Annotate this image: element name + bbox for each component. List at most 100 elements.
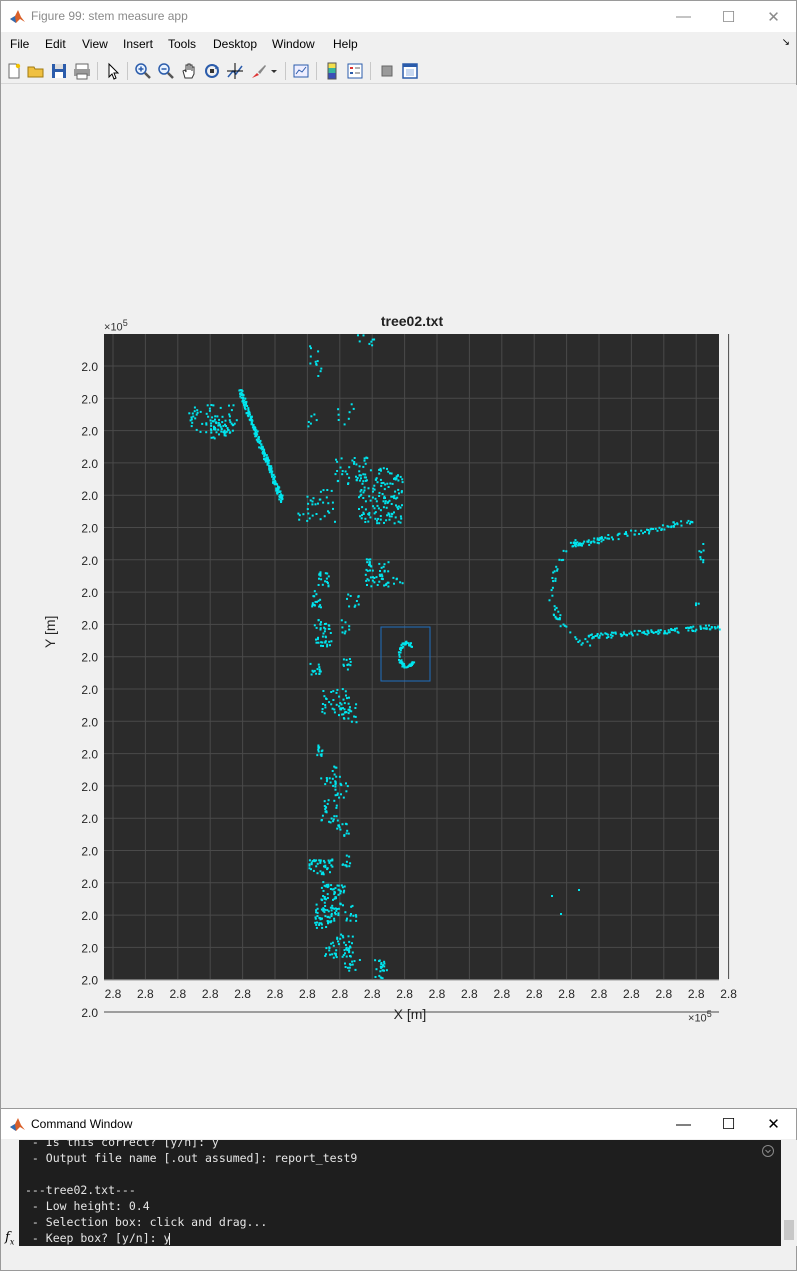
point — [351, 960, 354, 963]
print-icon[interactable] — [72, 61, 92, 81]
point — [254, 435, 257, 438]
close-button[interactable]: ✕ — [767, 8, 780, 26]
point — [556, 569, 559, 572]
point — [560, 913, 562, 915]
point — [558, 618, 561, 621]
link-plot-icon[interactable] — [291, 61, 311, 81]
point — [331, 941, 334, 944]
scatter-plot[interactable]: 2.8 2.8 2.8 2.8 2.8 2.8 2.8 2.8 2.8 2.8 2.8 2.8 2.8 2… — [0, 0, 797, 1108]
menu-file[interactable]: File — [10, 37, 30, 51]
point — [689, 522, 691, 525]
point — [401, 582, 404, 585]
point — [332, 820, 335, 823]
rotate-3d-icon[interactable] — [202, 61, 222, 81]
point — [395, 577, 398, 580]
point — [331, 953, 334, 956]
x-tick-label: 2.8 — [202, 987, 219, 1001]
console-prompt-line[interactable]: - Keep box? [y/n]: y — [25, 1231, 171, 1245]
menu-tools[interactable]: Tools — [168, 37, 197, 51]
command-console[interactable]: - Is this correct? [y/n]: y - Output fil… — [19, 1140, 781, 1246]
fx-icon[interactable]: fx — [5, 1230, 15, 1247]
brush-dropdown-icon[interactable] — [269, 61, 279, 81]
legend-icon[interactable] — [345, 61, 365, 81]
command-scrollbar[interactable] — [781, 1140, 797, 1246]
point — [319, 627, 322, 630]
cmd-minimize-button[interactable]: — — [676, 1115, 691, 1133]
point — [373, 338, 376, 341]
toolbar-separator — [316, 62, 317, 80]
pointer-icon[interactable] — [103, 61, 123, 81]
cmd-maximize-button[interactable]: ☐ — [721, 1116, 736, 1133]
point — [325, 780, 328, 783]
point — [342, 707, 344, 710]
point — [351, 951, 354, 954]
point — [355, 475, 357, 478]
point — [383, 965, 386, 968]
point — [702, 627, 705, 630]
point — [349, 595, 352, 597]
show-plot-tools-icon[interactable] — [400, 61, 420, 81]
point — [375, 477, 378, 480]
y-tick-label: 2.0 — [81, 360, 98, 374]
point — [342, 891, 345, 894]
point — [710, 626, 713, 629]
point — [625, 634, 628, 637]
dock-arrow-icon[interactable]: ↘ — [781, 37, 790, 48]
point — [318, 577, 320, 580]
point — [345, 946, 348, 949]
menu-view[interactable]: View — [82, 37, 108, 51]
point — [372, 505, 375, 508]
point — [389, 472, 391, 475]
open-icon[interactable] — [26, 61, 46, 81]
menu-help[interactable]: Help — [333, 37, 358, 51]
point — [581, 642, 584, 645]
hide-plot-tools-icon[interactable] — [377, 61, 397, 81]
point — [306, 519, 309, 522]
point — [327, 502, 330, 505]
point — [371, 579, 374, 582]
cmd-close-button[interactable]: ✕ — [767, 1116, 780, 1133]
point — [344, 822, 347, 825]
point — [642, 532, 644, 535]
colorbar-icon[interactable] — [322, 61, 342, 81]
point — [372, 490, 374, 493]
point — [320, 750, 323, 753]
point — [606, 537, 609, 540]
point — [208, 407, 211, 410]
point — [691, 629, 694, 632]
point — [650, 630, 653, 633]
selection-box[interactable] — [380, 626, 431, 682]
point — [262, 452, 265, 455]
point — [323, 630, 326, 633]
data-cursor-icon[interactable] — [225, 61, 245, 81]
point — [554, 615, 557, 618]
point — [337, 914, 340, 917]
menu-window[interactable]: Window — [272, 37, 315, 51]
point — [351, 904, 354, 907]
save-icon[interactable] — [49, 61, 69, 81]
point — [276, 492, 279, 495]
menu-desktop[interactable]: Desktop — [213, 37, 258, 51]
new-figure-icon[interactable] — [4, 61, 24, 81]
pan-icon[interactable] — [179, 61, 199, 81]
scrollbar-thumb[interactable] — [784, 1220, 794, 1240]
menu-edit[interactable]: Edit — [45, 37, 66, 51]
point — [380, 577, 383, 580]
point — [205, 422, 208, 425]
brush-icon[interactable] — [249, 61, 269, 81]
point — [358, 470, 361, 473]
point — [599, 537, 602, 540]
scroll-down-circle-icon[interactable] — [761, 1144, 775, 1158]
maximize-button[interactable]: ☐ — [721, 8, 736, 26]
point — [350, 720, 353, 723]
point — [383, 584, 386, 587]
minimize-button[interactable]: — — [676, 8, 691, 25]
zoom-out-icon[interactable] — [156, 61, 176, 81]
menu-insert[interactable]: Insert — [123, 37, 154, 51]
point — [360, 489, 363, 491]
point — [381, 977, 384, 980]
point — [631, 634, 634, 637]
zoom-in-icon[interactable] — [133, 61, 153, 81]
point — [588, 543, 591, 546]
point — [247, 409, 250, 412]
